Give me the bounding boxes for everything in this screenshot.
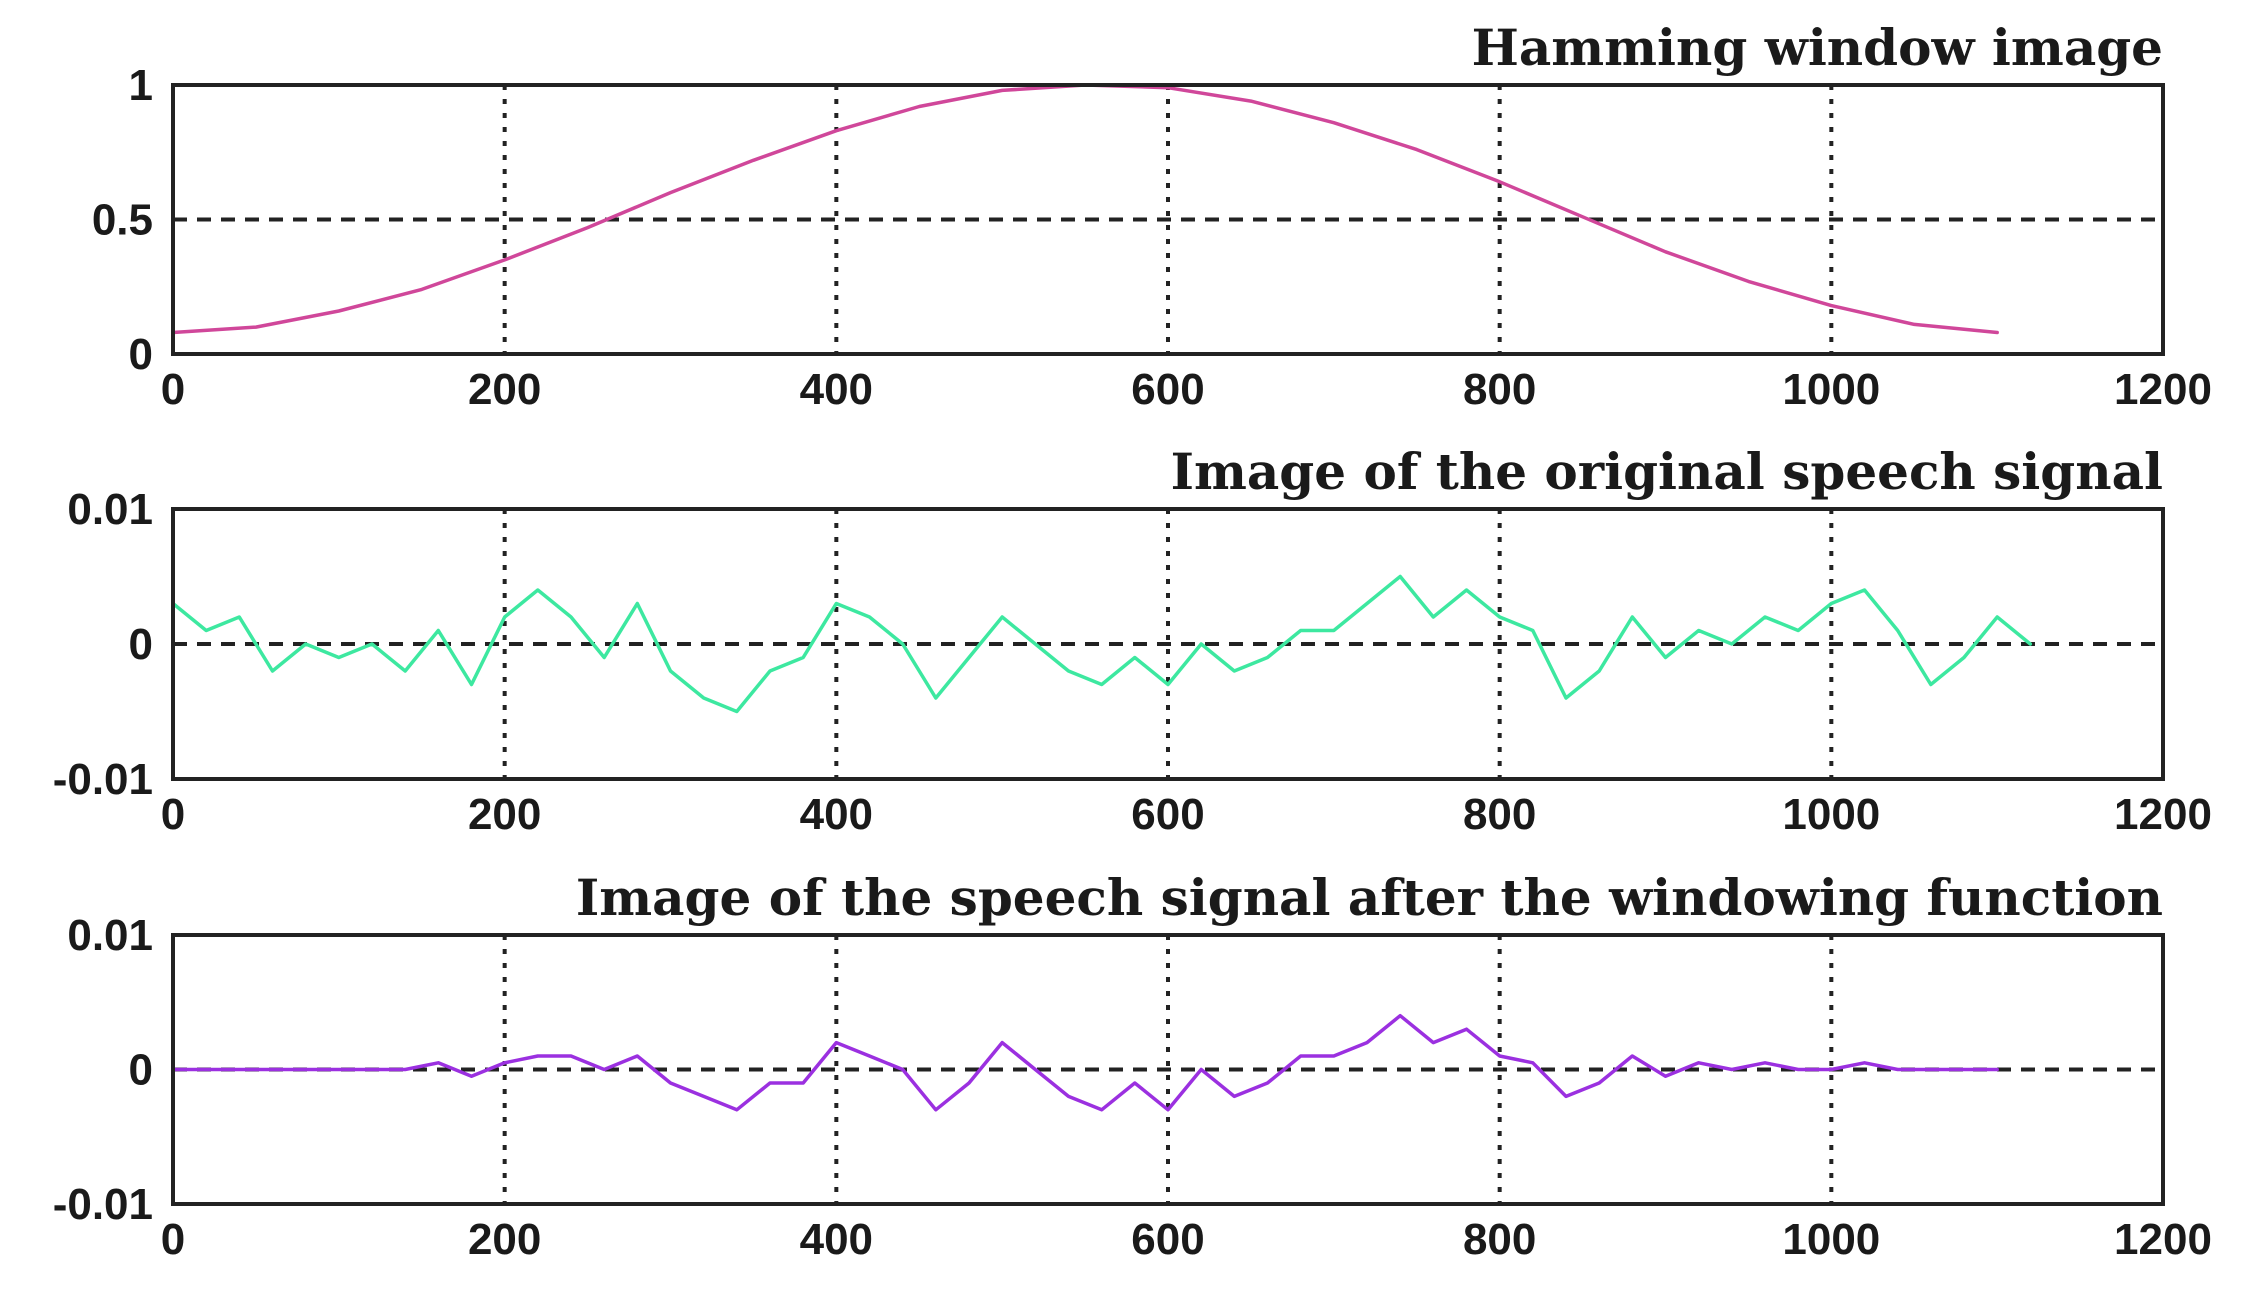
chart2-x-tick-label-200: 200 [468,790,541,839]
chart2-y-tick-label-neg0p01: -0.01 [53,755,153,804]
chart2-x-tick-label-1000: 1000 [1782,790,1880,839]
chart3-x-tick-label-0: 0 [161,1215,185,1264]
chart3-x-tick-label-1000: 1000 [1782,1215,1880,1264]
chart1-x-tick-label-1000: 1000 [1782,365,1880,414]
chart2-y-tick-label-0: 0 [129,620,153,669]
chart1-y-tick-label-0p5: 0.5 [92,196,153,245]
chart2-x-tick-label-800: 800 [1463,790,1536,839]
chart3-series-line-1 [171,1013,1999,1112]
chart3-x-tick-label-1200: 1200 [2114,1215,2212,1264]
chart3-y-tick-label-0p01: 0.01 [67,911,153,960]
chart3-axes-frame [171,933,2165,1206]
chart3-y-tick-label-neg0p01: -0.01 [53,1180,153,1229]
chart1-x-tick-label-1200: 1200 [2114,365,2212,414]
chart1-y-tick-label-0: 0 [129,330,153,379]
chart3-title: Image of the speech signal after the win… [576,868,2163,927]
chart3-x-tick-label-400: 400 [800,1215,873,1264]
chart1-title: Hamming window image [1472,18,2163,77]
chart2-x-tick-label-400: 400 [800,790,873,839]
chart1-hamming-window-image: 0 200 400 600 800 1000 1200 0 0.5 1 Hamming window… [92,18,2212,414]
chart2-x-tick-label-600: 600 [1131,790,1204,839]
chart3-x-tick-label-200: 200 [468,1215,541,1264]
chart1-x-tick-label-600: 600 [1131,365,1204,414]
chart1-x-tick-label-200: 200 [468,365,541,414]
chart3-y-tick-label-0: 0 [129,1046,153,1095]
chart3-x-tick-label-800: 800 [1463,1215,1536,1264]
chart2-y-tick-label-0p01: 0.01 [67,485,153,534]
chart1-axes-frame [171,83,2165,356]
chart2-axes-frame [171,507,2165,781]
chart1-x-tick-label-0: 0 [161,365,185,414]
chart2-series-line-1 [171,574,2033,714]
chart2-x-tick-label-1200: 1200 [2114,790,2212,839]
chart1-y-tick-label-1: 1 [129,61,153,110]
chart2-title: Image of the original speech signal [1171,442,2163,501]
chart2-x-tick-label-0: 0 [161,790,185,839]
chart3-x-tick-label-600: 600 [1131,1215,1204,1264]
chart1-x-tick-label-400: 400 [800,365,873,414]
chart1-x-tick-label-800: 800 [1463,365,1536,414]
